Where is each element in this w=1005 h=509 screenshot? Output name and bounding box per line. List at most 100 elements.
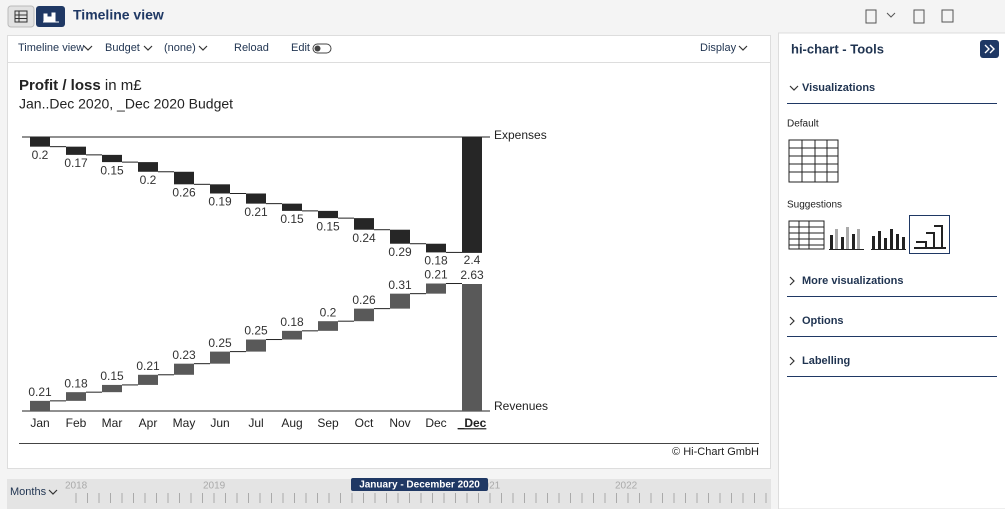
year-label: 2022	[615, 481, 638, 492]
waterfall-bar	[66, 392, 86, 401]
x-tick-label: Jun	[210, 416, 229, 430]
toolbar-item[interactable]: Reload	[234, 42, 269, 54]
x-tick-label: Apr	[139, 416, 158, 430]
default-table-icon[interactable]	[788, 139, 839, 183]
value-label: 0.15	[316, 219, 340, 233]
table-icon	[14, 10, 28, 23]
value-label: 0.21	[136, 359, 160, 373]
waterfall-bar	[318, 210, 338, 219]
value-label: 0.17	[64, 156, 88, 170]
value-label: 0.23	[172, 348, 196, 362]
chevron	[789, 85, 799, 91]
x-tick-label: Oct	[355, 416, 374, 430]
collapse-icon	[984, 44, 995, 54]
waterfall-bar	[318, 321, 338, 331]
value-label: 0.25	[244, 324, 268, 338]
value-label: 0.31	[388, 278, 412, 292]
value-label: 0.2	[320, 305, 337, 319]
timeline-ticks	[75, 493, 767, 503]
chevron	[738, 45, 748, 51]
value-label: 0.18	[64, 376, 88, 390]
toggle-knob	[314, 45, 321, 52]
total-bar	[462, 137, 482, 253]
waterfall-bar	[246, 193, 266, 204]
suggestion-bar-icon-2[interactable]	[871, 229, 906, 250]
value-label: 0.18	[280, 315, 304, 329]
waterfall-bar	[390, 293, 410, 309]
chart-title-main: Profit / loss	[19, 77, 101, 94]
suggestion-table-icon[interactable]	[788, 220, 825, 250]
x-tick-label: Mar	[102, 416, 123, 430]
value-label: 0.2	[32, 148, 49, 162]
toolbar-item[interactable]: Edit	[291, 42, 310, 54]
year-label: 2021	[478, 481, 501, 492]
value-label: 0.19	[208, 195, 232, 209]
waterfall-bar	[210, 351, 230, 364]
chevron	[83, 45, 93, 51]
chart-title-unit: in m£	[105, 77, 142, 94]
value-label: 0.21	[244, 205, 268, 219]
year-label: 2018	[65, 481, 88, 492]
waterfall-bar	[210, 184, 230, 194]
waterfall-bar	[246, 339, 266, 352]
default-label: Default	[787, 119, 819, 130]
toolbar-item[interactable]: Timeline view	[18, 42, 84, 54]
section-title[interactable]: Options	[802, 315, 844, 327]
chevron	[789, 316, 795, 326]
series-label: Revenues	[494, 399, 548, 413]
waterfall-bar	[282, 203, 302, 211]
table-view-button[interactable]	[7, 5, 35, 28]
value-label: 0.15	[280, 212, 304, 226]
value-label: 2.63	[460, 268, 484, 282]
timeline-selection[interactable]	[351, 478, 488, 491]
section-title[interactable]: More visualizations	[802, 275, 903, 287]
top-bar	[0, 0, 1005, 33]
x-tick-label: Jul	[248, 416, 263, 430]
waterfall-bar	[138, 374, 158, 385]
x-tick-label: Jan	[30, 416, 49, 430]
waterfall-bar	[102, 154, 122, 163]
value-label: 0.26	[172, 185, 196, 199]
year-label: 2019	[203, 481, 226, 492]
x-tick-label: Feb	[66, 416, 87, 430]
toolbar-item[interactable]: Budget	[105, 42, 140, 54]
top-right-icons[interactable]	[865, 9, 954, 24]
value-label: 0.24	[352, 231, 376, 245]
waterfall-bar	[66, 146, 86, 155]
x-tick-label: May	[173, 416, 196, 430]
timeline-unit[interactable]: Months	[10, 486, 47, 498]
waterfall-bar	[390, 229, 410, 244]
toolbar-item[interactable]: (none)	[164, 42, 196, 54]
toolbar-item[interactable]: Display	[700, 42, 737, 54]
waterfall-bar	[102, 384, 122, 393]
chart-title: Profit / loss in m£	[19, 77, 142, 94]
waterfall-icon	[914, 225, 946, 249]
page-title: Timeline view	[73, 7, 164, 23]
chart-subtitle: Jan..Dec 2020, _Dec 2020 Budget	[19, 96, 233, 112]
suggestion-bar-icon[interactable]	[829, 227, 864, 250]
chevron	[143, 45, 153, 51]
x-tick-label: Aug	[281, 416, 302, 430]
main-panel	[7, 35, 771, 469]
value-label: 0.21	[28, 385, 52, 399]
total-tick-label: _Dec	[457, 416, 487, 430]
waterfall-bar	[174, 363, 194, 375]
waterfall-bar	[426, 283, 446, 294]
waterfall-bar	[282, 330, 302, 340]
chevron	[198, 45, 208, 51]
waterfall-bar	[426, 243, 446, 253]
value-label: 0.29	[388, 245, 412, 259]
suggestions-label: Suggestions	[787, 200, 842, 211]
waterfall-bar	[30, 400, 50, 411]
series-label: Expenses	[494, 128, 547, 142]
section-title[interactable]: Visualizations	[802, 82, 875, 94]
chart-icon	[43, 12, 59, 23]
value-label: 0.15	[100, 369, 124, 383]
total-bar	[462, 284, 482, 411]
value-label: 0.25	[208, 336, 232, 350]
x-tick-label: Nov	[389, 416, 410, 430]
waterfall-bar	[354, 218, 374, 230]
section-title[interactable]: Labelling	[802, 355, 850, 367]
value-label: 0.2	[140, 173, 157, 187]
